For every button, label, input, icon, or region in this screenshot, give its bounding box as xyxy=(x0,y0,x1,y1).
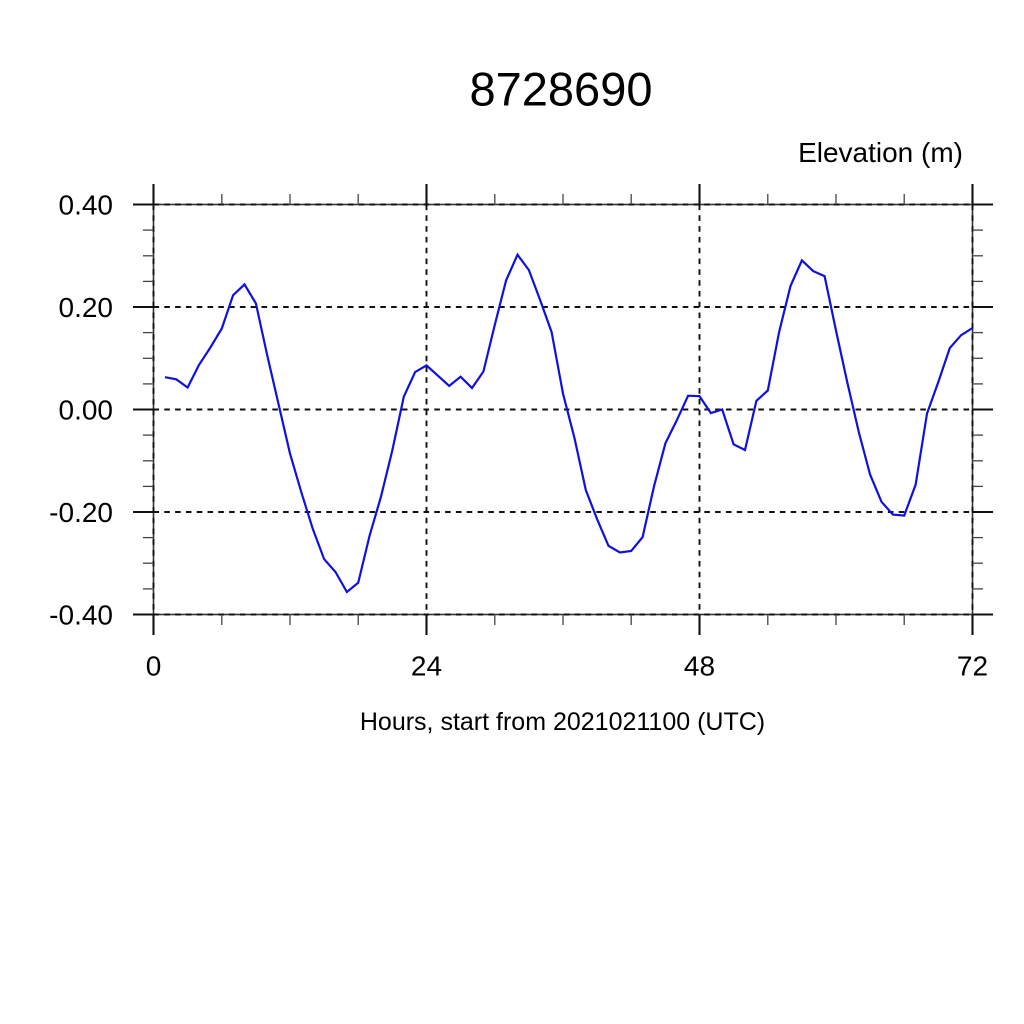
svg-text:48: 48 xyxy=(684,650,715,681)
svg-text:8728690: 8728690 xyxy=(470,63,653,116)
svg-text:0: 0 xyxy=(146,650,162,681)
svg-text:-0.20: -0.20 xyxy=(49,497,113,528)
svg-text:Hours, start from 2021021100 (: Hours, start from 2021021100 (UTC) xyxy=(360,708,765,736)
svg-text:72: 72 xyxy=(957,650,988,681)
svg-text:0.00: 0.00 xyxy=(59,394,114,425)
svg-text:0.20: 0.20 xyxy=(59,292,114,323)
svg-text:0.40: 0.40 xyxy=(59,189,114,220)
svg-text:24: 24 xyxy=(411,650,442,681)
svg-text:Elevation (m): Elevation (m) xyxy=(798,137,963,168)
svg-text:-0.40: -0.40 xyxy=(49,599,113,630)
